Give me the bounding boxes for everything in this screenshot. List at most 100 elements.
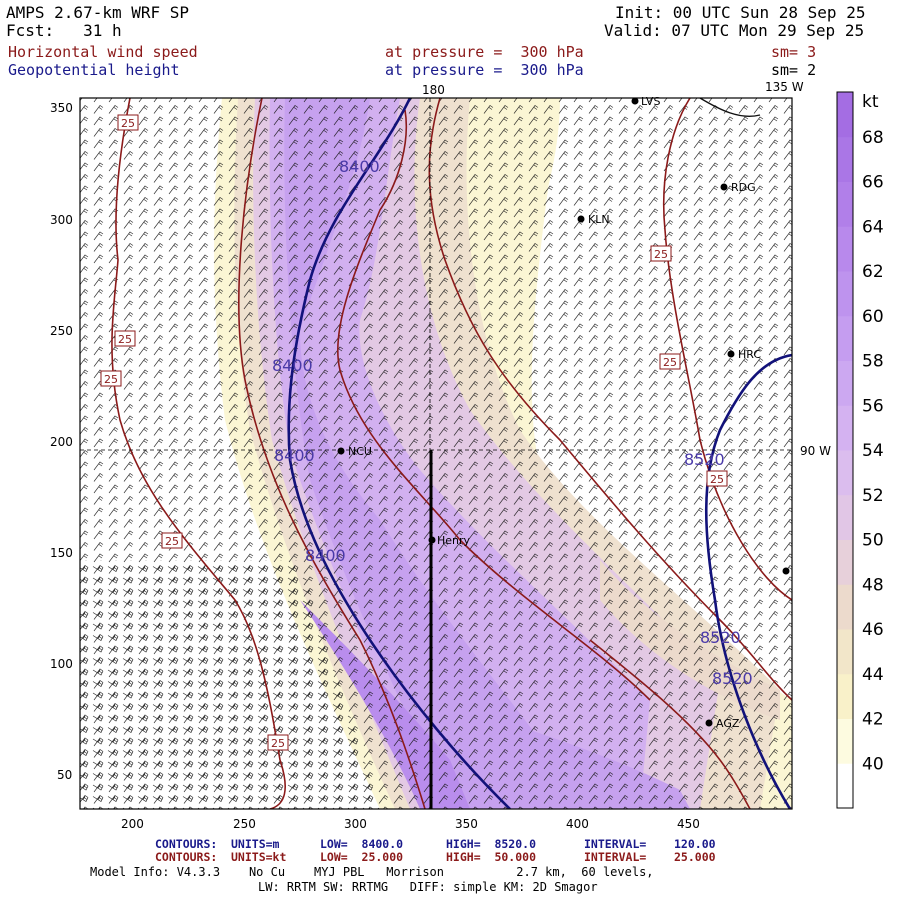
svg-text:AGZ: AGZ (716, 717, 740, 730)
station-edge (782, 567, 790, 575)
height-units: UNITS=m (231, 837, 280, 851)
colorbar-swatch (837, 136, 853, 182)
field1-name: Horizontal wind speed (8, 43, 198, 61)
speed-contour-25-core-east (428, 98, 792, 701)
station-hrc: HRC (727, 348, 761, 361)
colorbar-tick-label: 58 (862, 352, 884, 372)
speed-label-box: 25 (114, 330, 136, 347)
speed-interval: INTERVAL= 25.000 (584, 850, 716, 864)
height-label: 8520 (712, 669, 753, 688)
svg-text:25: 25 (121, 117, 135, 130)
y-tick-label: 50 (57, 768, 72, 782)
height-label: 8400 (272, 356, 313, 375)
colorbar-tick-label: 60 (862, 307, 884, 327)
colorbar-tick-label: 44 (862, 665, 884, 685)
y-tick-label: 300 (50, 213, 73, 227)
valid-time: Valid: 07 UTC Mon 29 Sep 25 (604, 21, 865, 40)
colorbar-tick-label: 48 (862, 575, 884, 595)
colorbar: kt 68 66 64 62 60 58 56 54 52 50 48 46 44 42 40 (836, 91, 884, 809)
svg-text:25: 25 (118, 333, 132, 346)
x-tick-label: 250 (233, 817, 256, 831)
station-rdg: RDG (720, 181, 756, 194)
plot-border (79, 97, 793, 810)
svg-text:RDG: RDG (731, 181, 756, 194)
colorbar-swatch (837, 629, 853, 675)
svg-text:25: 25 (654, 248, 668, 261)
x-tick-label: 200 (121, 817, 144, 831)
station-henry: Henry (428, 534, 471, 547)
y-axis: 350 300 250 200 150 100 50 (50, 101, 73, 782)
speed-contour-25-east (662, 98, 792, 601)
speed-contour-25-corner (699, 98, 761, 117)
height-label: 8400 (274, 446, 315, 465)
speed-contour-25-core-west (238, 98, 426, 809)
speed-high: HIGH= 50.000 (446, 850, 537, 864)
svg-text:NCU: NCU (348, 445, 372, 458)
colorbar-tick-label: 54 (862, 441, 884, 461)
colorbar-tick-label: 62 (862, 262, 884, 282)
model-info-2: LW: RRTM SW: RRTMG DIFF: simple KM: 2D S… (258, 880, 598, 894)
y-tick-label: 150 (50, 546, 73, 560)
colorbar-swatch (837, 763, 853, 809)
svg-text:25: 25 (104, 373, 118, 386)
y-tick-label: 200 (50, 435, 73, 449)
speed-contour-labels: 25 25 25 25 25 25 25 25 (100, 114, 728, 751)
colorbar-swatch (837, 673, 853, 719)
colorbar-tick-label: 64 (862, 217, 884, 237)
speed-label-box: 25 (267, 734, 289, 751)
y-tick-label: 350 (50, 101, 73, 115)
svg-text:25: 25 (271, 737, 285, 750)
colorbar-swatch (837, 494, 853, 540)
station-lvs: LVS (631, 95, 660, 108)
speed-low: LOW= 25.000 (320, 850, 404, 864)
colorbar-tick-label: 68 (862, 128, 884, 148)
x-tick-label: 400 (566, 817, 589, 831)
x-tick-label: 350 (455, 817, 478, 831)
init-time: Init: 00 UTC Sun 28 Sep 25 (615, 3, 866, 22)
field1-smoothing: sm= 3 (771, 43, 817, 61)
meridian-180-label: 180 (422, 83, 445, 97)
station-agz: AGZ (705, 717, 740, 730)
height-label: 8400 (339, 157, 380, 176)
colorbar-tick-label: 46 (862, 620, 884, 640)
meridian-90w-label: 90 W (800, 444, 831, 458)
speed-contour-25-mid (336, 109, 651, 701)
colorbar-tick-label: 66 (862, 173, 884, 193)
colorbar-tick-label: 56 (862, 396, 884, 416)
model-title: AMPS 2.67-km WRF SP (6, 3, 190, 22)
svg-text:Henry: Henry (437, 534, 471, 547)
colorbar-swatch (837, 92, 853, 138)
height-contour-labels: 8400 8400 8400 8400 8520 8520 8520 (272, 157, 753, 688)
model-info: Model Info: V4.3.3 No Cu MYJ PBL Morriso… (90, 865, 654, 879)
colorbar-swatch (837, 450, 853, 496)
svg-text:HRC: HRC (738, 348, 761, 361)
colorbar-swatch (837, 271, 853, 317)
field2-name: Geopotential height (8, 61, 180, 79)
svg-text:25: 25 (710, 473, 724, 486)
colorbar-swatch (837, 584, 853, 630)
colorbar-unit: kt (862, 92, 879, 112)
svg-text:25: 25 (165, 535, 179, 548)
x-tick-label: 300 (344, 817, 367, 831)
height-interval: INTERVAL= 120.00 (584, 837, 716, 851)
svg-text:25: 25 (663, 356, 677, 369)
colorbar-swatch (837, 181, 853, 227)
speed-label-box: 25 (659, 353, 681, 370)
y-tick-label: 250 (50, 324, 73, 338)
colorbar-swatch (837, 718, 853, 764)
speed-label-box: 25 (161, 532, 183, 549)
colorbar-swatch (837, 405, 853, 451)
height-label: 8400 (305, 546, 346, 565)
field2-level: at pressure = 300 hPa (385, 61, 584, 79)
height-contour-8520-east (704, 353, 792, 809)
x-tick-label: 450 (677, 817, 700, 831)
svg-text:LVS: LVS (641, 95, 660, 108)
speed-label-box: 25 (650, 245, 672, 262)
svg-text:KLN: KLN (588, 213, 610, 226)
colorbar-swatch (837, 315, 853, 361)
wind-barbs (80, 98, 792, 809)
field1-level: at pressure = 300 hPa (385, 43, 584, 61)
colorbar-swatch (837, 226, 853, 272)
x-axis: 200 250 300 350 400 450 (121, 817, 700, 831)
